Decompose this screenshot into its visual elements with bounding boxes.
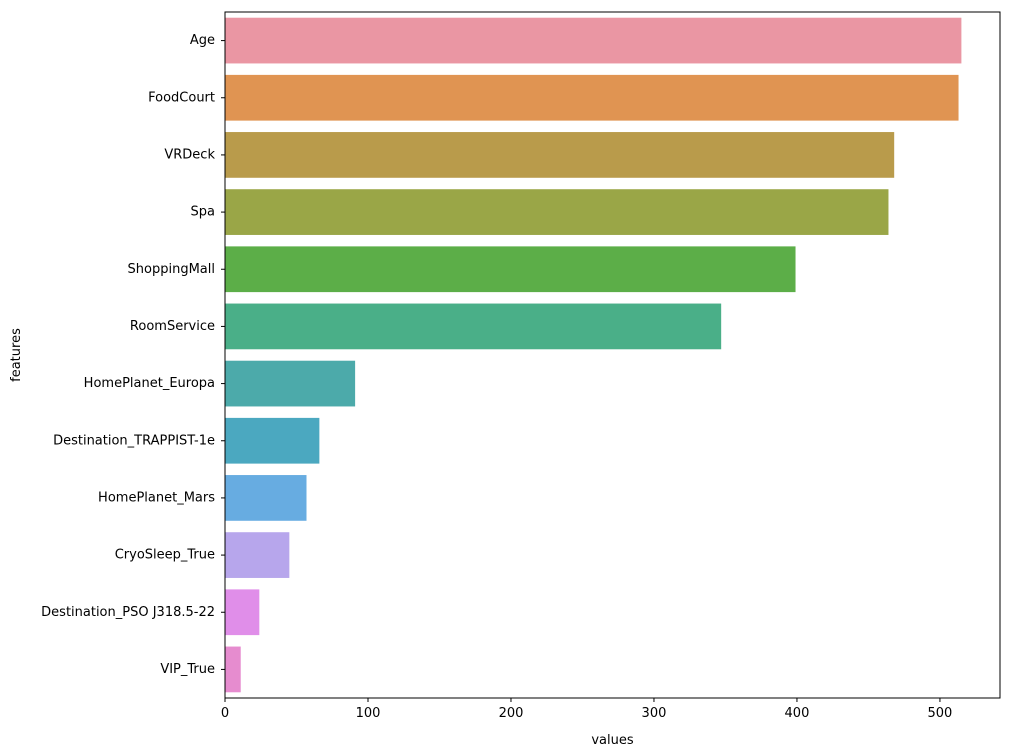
y-tick-label: VRDeck bbox=[164, 147, 215, 162]
y-tick-labels: Age FoodCourt VRDeck Spa ShoppingMall RoomSer… bbox=[41, 33, 225, 677]
x-tick-label: 500 bbox=[928, 706, 953, 721]
bar-7 bbox=[225, 417, 320, 464]
y-tick-label: HomePlanet_Mars bbox=[98, 490, 215, 505]
y-tick-label: CryoSleep_True bbox=[115, 548, 215, 563]
bar-5 bbox=[225, 303, 722, 350]
bar-3 bbox=[225, 189, 889, 235]
x-tick-label: 400 bbox=[785, 706, 810, 721]
bar-9 bbox=[225, 532, 290, 578]
bars-group bbox=[225, 17, 962, 693]
y-tick-label: Destination_PSO J318.5-22 bbox=[41, 605, 215, 620]
y-tick-label: Destination_TRAPPIST-1e bbox=[53, 433, 215, 448]
x-tick-label: 0 bbox=[221, 706, 229, 721]
x-tick-label: 200 bbox=[499, 706, 524, 721]
bar-8 bbox=[225, 475, 307, 521]
bar-2 bbox=[225, 132, 895, 178]
y-tick-label: Spa bbox=[191, 205, 215, 220]
x-tick-label: 100 bbox=[356, 706, 381, 721]
x-tick-label: 300 bbox=[642, 706, 667, 721]
y-tick-label: HomePlanet_Europa bbox=[84, 376, 215, 391]
y-tick-label: Age bbox=[190, 33, 215, 48]
bar-10 bbox=[225, 589, 260, 636]
y-tick-label: FoodCourt bbox=[148, 90, 215, 105]
bar-4 bbox=[225, 246, 796, 293]
y-tick-label: RoomService bbox=[130, 319, 215, 334]
y-axis-title: features bbox=[9, 328, 24, 382]
bar-1 bbox=[225, 74, 959, 121]
plot-frame bbox=[224, 11, 1001, 699]
bar-0 bbox=[225, 17, 962, 64]
bar-6 bbox=[225, 360, 356, 407]
y-tick-label: VIP_True bbox=[160, 662, 215, 677]
bar-11 bbox=[225, 646, 241, 693]
x-axis-title: values bbox=[591, 733, 634, 748]
x-ticks: 0 100 200 300 400 500 bbox=[221, 698, 952, 721]
y-tick-label: ShoppingMall bbox=[128, 262, 215, 277]
